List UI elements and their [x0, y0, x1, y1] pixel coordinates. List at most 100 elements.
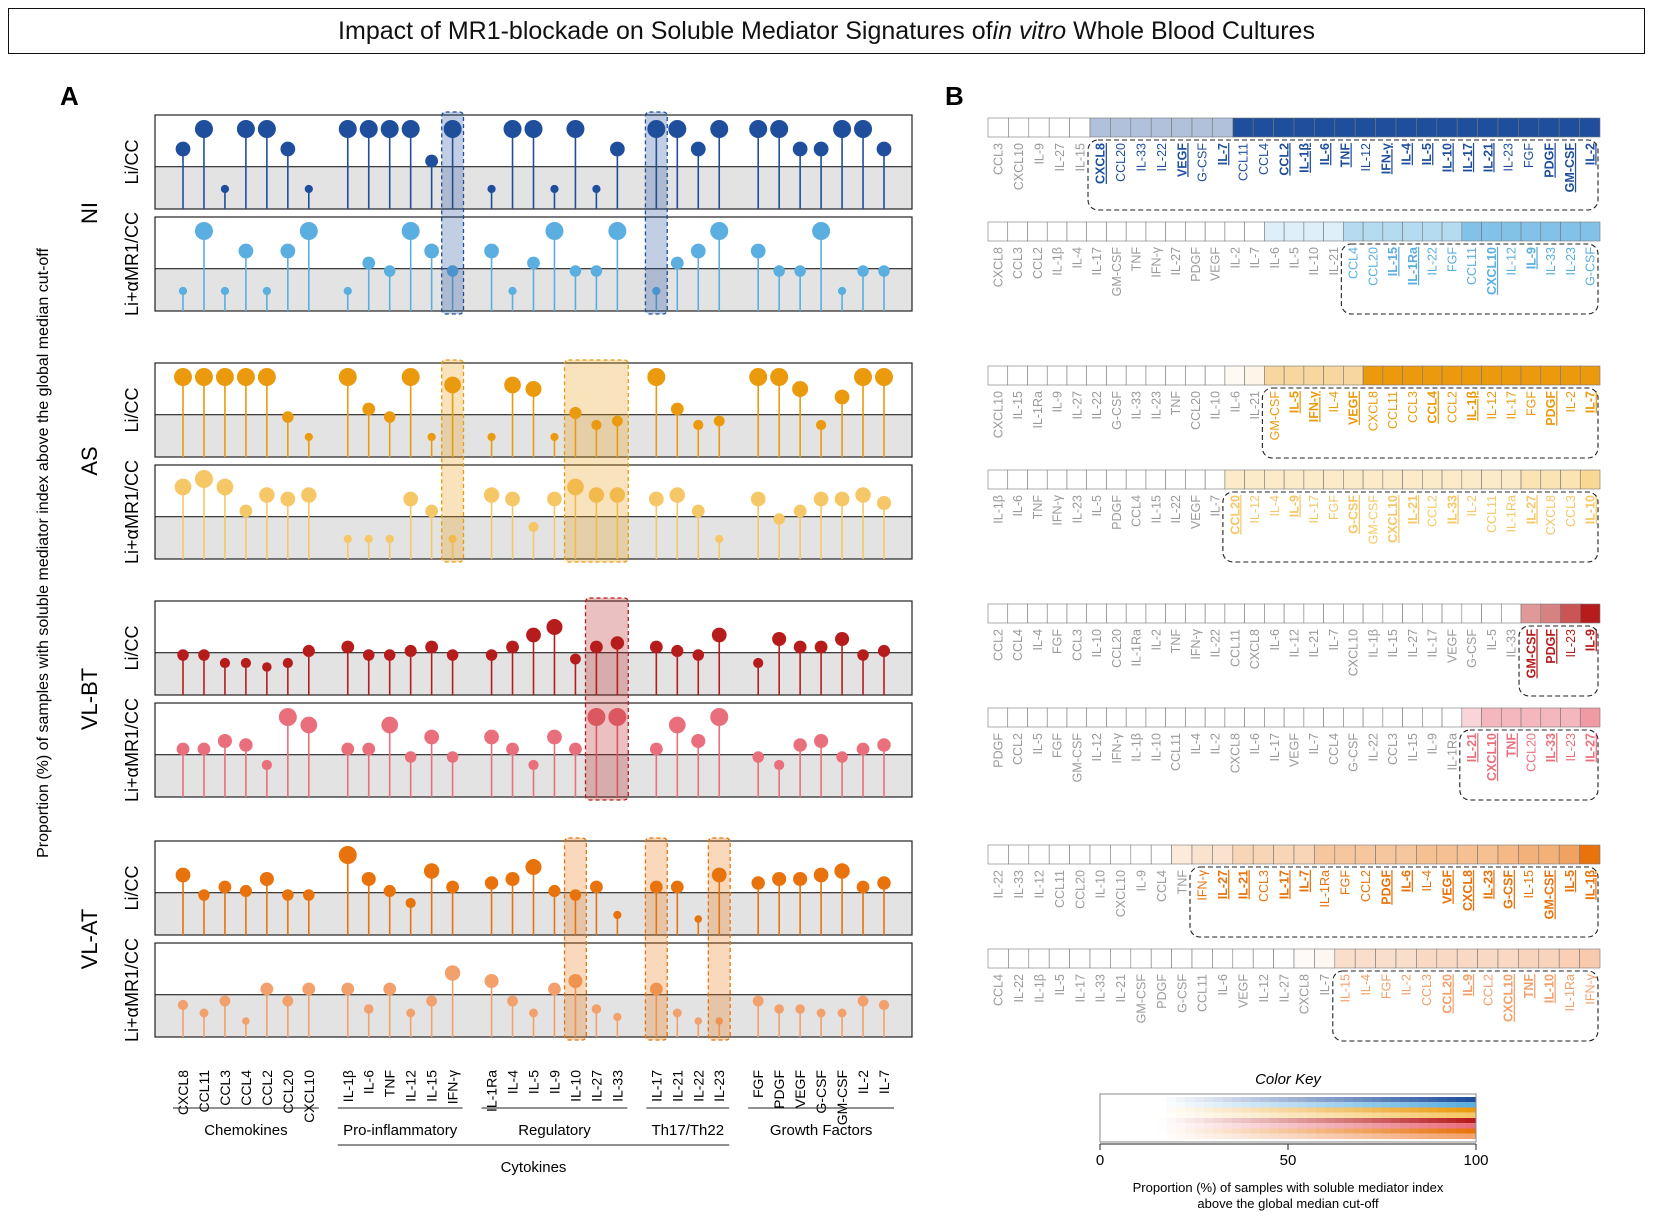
color-key-band: [1194, 1102, 1205, 1108]
color-key-band: [1334, 1128, 1345, 1134]
mediator-label: VEGF: [1445, 629, 1459, 663]
color-key-band: [1428, 1102, 1439, 1108]
lollipop-point: [425, 504, 439, 518]
heatmap-cell: [1343, 469, 1364, 490]
mediator-label: IL-10: [1307, 247, 1321, 276]
heatmap-cell: [1125, 707, 1147, 728]
lollipop-point: [174, 478, 192, 496]
lollipop-point: [278, 708, 297, 726]
color-key-band: [1353, 1097, 1364, 1103]
heatmap-cell: [1066, 707, 1088, 728]
lollipop-point: [425, 154, 439, 168]
mediator-label: IL-9: [1461, 974, 1475, 996]
color-key-band: [1437, 1123, 1448, 1129]
lollipop-point: [813, 867, 829, 883]
heatmap-cell: [1422, 469, 1443, 490]
color-key-band: [1446, 1118, 1457, 1124]
color-key-band: [1175, 1118, 1186, 1124]
above-cutoff-box: [1459, 729, 1599, 801]
lollipop-point: [528, 521, 539, 533]
heatmap-cell: [1046, 707, 1068, 728]
heatmap-cell: [1520, 469, 1542, 490]
mediator-label: FGF: [1522, 143, 1536, 168]
lollipop-point: [611, 415, 623, 427]
mediator-label: G-CSF: [1502, 870, 1516, 909]
mediator-label: IL-21: [1114, 974, 1128, 1003]
mediator-label: IL-21: [1327, 247, 1341, 276]
lollipop-point: [857, 649, 869, 661]
heatmap-cell: [1046, 603, 1068, 624]
heatmap-cell: [1224, 707, 1245, 728]
color-key-band: [1316, 1133, 1326, 1139]
color-key-band: [1400, 1097, 1411, 1103]
heatmap-cell: [1106, 603, 1127, 624]
mediator-label: CXCL10: [1347, 629, 1361, 676]
heatmap-cell: [1436, 948, 1458, 969]
heatmap-cell: [1441, 221, 1463, 242]
heatmap-cell: [1110, 948, 1132, 969]
color-key-band: [1400, 1133, 1411, 1139]
lollipop-point: [236, 368, 255, 386]
lollipop-point: [426, 995, 438, 1007]
color-key-band: [1175, 1112, 1186, 1118]
heatmap-cell: [1027, 469, 1048, 490]
lollipop-point: [219, 657, 231, 669]
heatmap-cell: [1323, 221, 1344, 242]
color-key-band: [1334, 1123, 1345, 1129]
heatmap-cell: [1477, 948, 1499, 969]
heatmap-cell: [1520, 707, 1542, 728]
color-key-band: [1166, 1133, 1177, 1139]
heatmap-cell: [1165, 603, 1186, 624]
lollipop-point: [613, 1012, 622, 1022]
lollipop-point: [302, 982, 316, 996]
color-key-band: [1138, 1112, 1149, 1118]
mediator-label: CCL11: [1465, 247, 1479, 285]
heatmap-cell: [1244, 603, 1265, 624]
lollipop-point: [668, 120, 687, 138]
color-key-band: [1119, 1102, 1130, 1108]
heatmap-cell: [1232, 844, 1254, 865]
category-label: TNF: [382, 1070, 398, 1097]
color-key-band: [1362, 1133, 1373, 1139]
mediator-label: CXCL8: [1461, 870, 1475, 911]
lollipop-point: [401, 120, 420, 138]
color-key-band: [1203, 1097, 1214, 1103]
color-key-band: [1138, 1107, 1149, 1113]
color-key-band: [1231, 1123, 1242, 1129]
condition-label: Li+αMR1/CC: [122, 212, 142, 316]
lollipop-point: [484, 243, 499, 259]
lollipop-point: [404, 644, 417, 658]
color-key-band: [1110, 1112, 1121, 1118]
heatmap-cell: [1145, 603, 1166, 624]
heatmap-strip-as-li-amr1-cc: IL-1β IL-6 TNF IFN-γ IL-23 IL-5 PDGF CCL4 IL-15 I…: [987, 469, 1601, 563]
above-cutoff-box: [1222, 491, 1599, 563]
heatmap-cell: [1402, 603, 1423, 624]
mediator-label: CXCL8: [991, 247, 1005, 287]
lollipop-point: [381, 716, 399, 734]
color-key-band: [1465, 1097, 1476, 1103]
mediator-label: CXCL8: [1366, 391, 1380, 431]
mediator-label: IL-1β: [1298, 143, 1312, 173]
heatmap-cell: [1334, 117, 1356, 138]
lollipop-point: [174, 368, 192, 386]
mediator-label: IL-27: [1406, 629, 1420, 658]
lollipop-point: [834, 863, 850, 879]
heatmap-cell: [1500, 707, 1522, 728]
heatmap-cell: [1086, 221, 1107, 242]
heatmap-cell: [1540, 365, 1561, 386]
heatmap-cell: [1540, 603, 1561, 624]
lollipop-point: [341, 742, 355, 756]
lollipop-point: [257, 368, 276, 386]
heatmap-cell: [987, 221, 1009, 242]
heatmap-cell: [1283, 603, 1305, 624]
color-key-band: [1288, 1128, 1298, 1134]
color-key-band: [1362, 1112, 1373, 1118]
color-key-band: [1222, 1133, 1233, 1139]
lollipop-point: [194, 470, 213, 488]
lollipop-point: [836, 751, 848, 763]
mediator-label: CCL3: [1070, 629, 1084, 661]
mediator-label: IL-7: [1298, 870, 1312, 892]
color-key-band: [1381, 1097, 1392, 1103]
mediator-label: CCL20: [1366, 247, 1380, 286]
lollipop-point: [239, 504, 253, 518]
